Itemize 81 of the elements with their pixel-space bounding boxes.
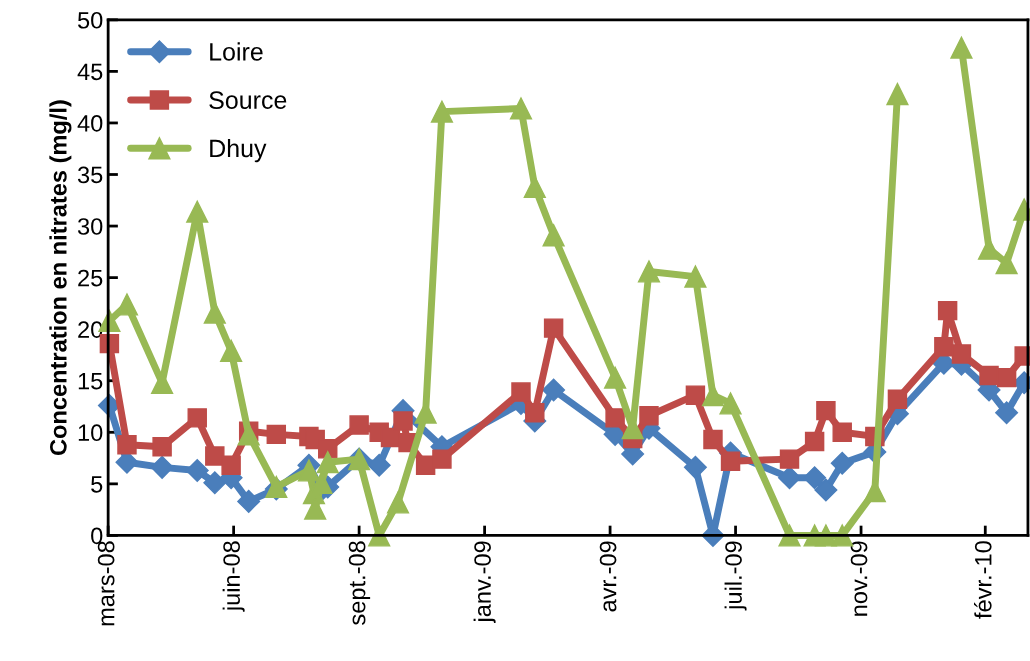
point: [221, 455, 241, 476]
point: [117, 434, 137, 455]
point: [203, 301, 226, 324]
point: [830, 451, 854, 475]
point: [934, 336, 954, 357]
y-tick-label: 30: [77, 218, 103, 235]
point: [186, 200, 209, 223]
x-tick-label: nov.-09: [850, 541, 868, 616]
point: [203, 471, 227, 495]
y-tick-label: 50: [77, 11, 103, 29]
point: [603, 366, 627, 389]
point: [525, 402, 545, 423]
point: [150, 455, 174, 479]
point: [237, 423, 260, 446]
point: [832, 422, 852, 443]
x-tick-label: juin-08: [222, 541, 245, 612]
point: [951, 344, 972, 364]
point: [996, 367, 1017, 388]
point: [995, 401, 1019, 425]
point: [368, 524, 391, 547]
point: [684, 265, 707, 288]
x-tick-label: avr.-09: [599, 541, 617, 612]
point: [779, 449, 800, 469]
y-tick-label: 25: [78, 269, 103, 287]
point: [542, 378, 566, 402]
point: [386, 491, 410, 514]
point: [886, 82, 909, 106]
point: [220, 339, 243, 362]
point: [187, 408, 207, 428]
point: [995, 252, 1018, 275]
point: [349, 415, 369, 435]
legend-label: Dhuy: [210, 138, 267, 163]
y-tick-label: 35: [77, 166, 103, 184]
point: [511, 382, 531, 402]
point: [393, 411, 413, 431]
point: [887, 389, 908, 410]
point: [185, 458, 209, 482]
point: [316, 451, 339, 474]
y-tick-label: 45: [77, 63, 103, 81]
point: [720, 451, 741, 471]
point: [432, 449, 452, 469]
y-axis-title: Concentration en nitrates (mg/l): [49, 100, 72, 456]
point: [430, 100, 454, 123]
point: [367, 453, 391, 477]
point: [237, 489, 261, 513]
y-tick-label: 5: [91, 476, 103, 493]
point: [637, 260, 661, 283]
x-tick-label: févr.-10: [973, 541, 992, 619]
x-tick-label: sept.-08: [348, 541, 371, 625]
y-tick-label: 15: [78, 373, 103, 390]
point: [543, 318, 564, 338]
x-tick-label: janv.-09: [473, 541, 496, 624]
point: [297, 459, 321, 482]
point: [778, 524, 801, 547]
point: [318, 439, 338, 459]
y-tick-label: 10: [78, 424, 103, 442]
point: [816, 400, 836, 421]
point: [523, 175, 546, 198]
point: [979, 365, 999, 386]
legend-label: Loire: [210, 42, 263, 61]
point: [804, 431, 825, 452]
point: [605, 408, 625, 428]
point: [719, 392, 742, 415]
point: [701, 384, 725, 407]
point: [803, 466, 827, 490]
point: [205, 446, 225, 466]
point: [152, 437, 172, 457]
point: [778, 466, 802, 490]
legend-label: Source: [209, 91, 287, 109]
point: [542, 224, 565, 247]
y-tick-label: 40: [77, 115, 103, 132]
point: [685, 385, 706, 405]
point: [703, 429, 723, 450]
point: [509, 97, 533, 120]
point: [639, 406, 659, 426]
point: [950, 36, 973, 59]
point: [683, 455, 707, 479]
point: [266, 424, 287, 445]
x-tick-label: juil.-09: [724, 541, 747, 611]
point: [814, 478, 838, 502]
point: [937, 300, 958, 321]
